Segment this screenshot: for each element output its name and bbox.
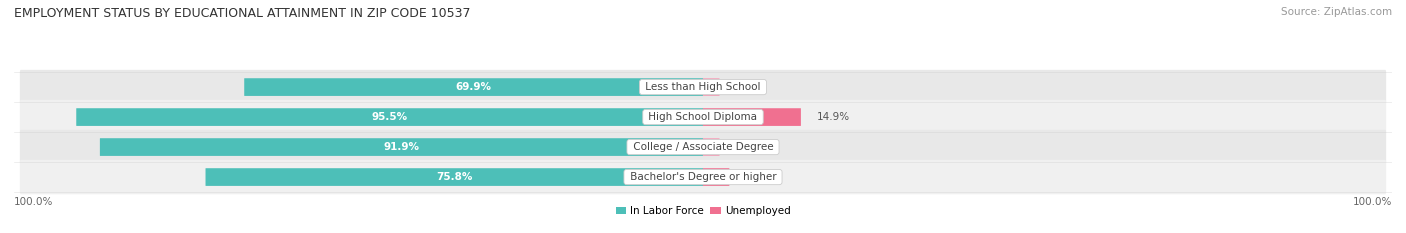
Text: 14.9%: 14.9% — [817, 112, 851, 122]
Text: 0.0%: 0.0% — [735, 142, 762, 152]
Legend: In Labor Force, Unemployed: In Labor Force, Unemployed — [612, 202, 794, 220]
Text: 75.8%: 75.8% — [436, 172, 472, 182]
FancyBboxPatch shape — [703, 78, 720, 96]
FancyBboxPatch shape — [100, 138, 703, 156]
FancyBboxPatch shape — [20, 100, 1386, 134]
Text: 0.0%: 0.0% — [735, 82, 762, 92]
Text: College / Associate Degree: College / Associate Degree — [630, 142, 776, 152]
FancyBboxPatch shape — [20, 160, 1386, 194]
FancyBboxPatch shape — [76, 108, 703, 126]
FancyBboxPatch shape — [703, 138, 720, 156]
Text: 100.0%: 100.0% — [14, 197, 53, 207]
FancyBboxPatch shape — [20, 130, 1386, 164]
Text: 69.9%: 69.9% — [456, 82, 492, 92]
Text: Source: ZipAtlas.com: Source: ZipAtlas.com — [1281, 7, 1392, 17]
FancyBboxPatch shape — [245, 78, 703, 96]
Text: EMPLOYMENT STATUS BY EDUCATIONAL ATTAINMENT IN ZIP CODE 10537: EMPLOYMENT STATUS BY EDUCATIONAL ATTAINM… — [14, 7, 471, 20]
FancyBboxPatch shape — [703, 108, 801, 126]
Text: 100.0%: 100.0% — [1353, 197, 1392, 207]
Text: 4.0%: 4.0% — [745, 172, 772, 182]
Text: 95.5%: 95.5% — [371, 112, 408, 122]
Text: High School Diploma: High School Diploma — [645, 112, 761, 122]
Text: Less than High School: Less than High School — [643, 82, 763, 92]
Text: Bachelor's Degree or higher: Bachelor's Degree or higher — [627, 172, 779, 182]
Text: 91.9%: 91.9% — [384, 142, 419, 152]
FancyBboxPatch shape — [20, 70, 1386, 104]
FancyBboxPatch shape — [205, 168, 703, 186]
FancyBboxPatch shape — [703, 168, 730, 186]
